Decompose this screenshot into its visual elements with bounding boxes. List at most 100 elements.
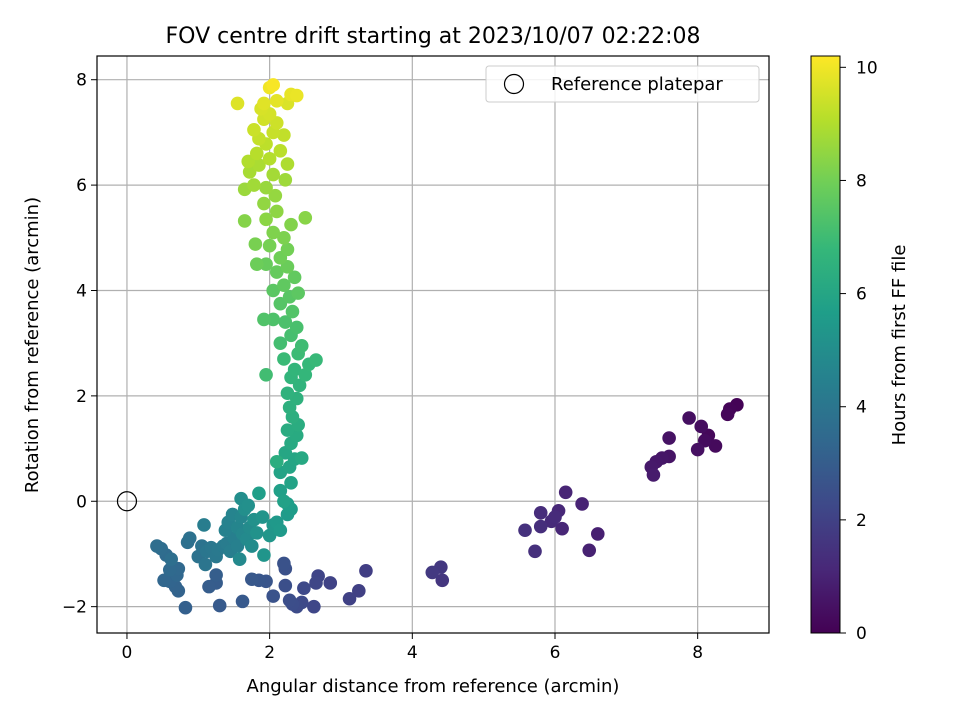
data-point bbox=[359, 564, 373, 578]
data-point bbox=[262, 528, 277, 543]
data-point bbox=[575, 497, 589, 511]
data-point bbox=[291, 286, 305, 300]
data-point bbox=[230, 96, 245, 111]
y-tick-label: 8 bbox=[76, 71, 87, 91]
data-point bbox=[289, 320, 304, 335]
plot-frame bbox=[96, 55, 770, 634]
data-point bbox=[182, 531, 197, 545]
data-point bbox=[269, 93, 284, 108]
data-point bbox=[277, 352, 291, 366]
data-point bbox=[533, 519, 548, 534]
data-point bbox=[242, 165, 257, 179]
data-point bbox=[249, 257, 264, 271]
x-axis-label: Angular distance from reference (arcmin) bbox=[247, 676, 620, 697]
colorbar-gradient bbox=[810, 55, 841, 634]
data-point bbox=[257, 96, 271, 111]
y-tick-label: −2 bbox=[62, 598, 87, 618]
legend-box bbox=[485, 65, 760, 103]
x-tick-label: 2 bbox=[264, 643, 275, 663]
data-point bbox=[230, 539, 245, 553]
colorbar: 0 2 4 6 8 10 Hours from first FF file bbox=[810, 55, 910, 644]
data-point bbox=[646, 468, 661, 482]
data-point bbox=[582, 543, 597, 558]
data-point bbox=[259, 367, 273, 382]
colorbar-tick-label: 8 bbox=[856, 171, 867, 191]
data-point bbox=[252, 486, 266, 501]
data-point bbox=[528, 544, 542, 559]
data-point bbox=[257, 548, 271, 562]
data-point bbox=[266, 167, 281, 182]
y-tick-label: 4 bbox=[76, 281, 87, 301]
data-point bbox=[249, 526, 264, 540]
reference-platepar-marker bbox=[116, 491, 138, 512]
data-point bbox=[294, 451, 309, 465]
data-point bbox=[298, 367, 313, 382]
data-point bbox=[273, 523, 288, 538]
x-tick-label: 6 bbox=[550, 643, 561, 663]
data-point bbox=[212, 598, 227, 613]
data-point bbox=[298, 210, 313, 225]
data-point bbox=[294, 339, 309, 353]
data-point bbox=[682, 411, 696, 425]
data-point bbox=[280, 386, 295, 401]
data-point bbox=[287, 270, 302, 285]
data-point bbox=[548, 510, 562, 524]
data-point bbox=[269, 204, 284, 219]
data-point bbox=[287, 362, 302, 377]
data-point bbox=[280, 242, 295, 257]
data-point bbox=[247, 178, 261, 192]
data-point bbox=[278, 578, 293, 593]
data-point bbox=[694, 419, 709, 434]
data-point bbox=[197, 518, 211, 532]
data-point bbox=[245, 572, 259, 587]
data-point bbox=[284, 476, 298, 490]
legend: Reference platepar bbox=[485, 65, 760, 103]
data-point bbox=[690, 442, 705, 457]
data-point bbox=[278, 173, 293, 187]
data-point bbox=[150, 539, 164, 553]
data-point bbox=[277, 556, 291, 571]
x-tick-label: 8 bbox=[692, 643, 703, 663]
data-point bbox=[162, 562, 177, 577]
data-point bbox=[237, 214, 252, 228]
x-axis-ticks: 0 2 4 6 8 bbox=[122, 633, 703, 663]
data-point bbox=[178, 600, 193, 615]
data-point bbox=[241, 154, 256, 169]
data-point bbox=[277, 278, 291, 293]
x-tick-label: 0 bbox=[122, 643, 133, 663]
data-point bbox=[266, 225, 281, 240]
data-point bbox=[278, 315, 293, 329]
reference-platepar-point bbox=[116, 491, 138, 512]
colorbar-tick-label: 10 bbox=[856, 58, 878, 78]
data-point bbox=[280, 423, 295, 437]
colorbar-tick-label: 6 bbox=[856, 285, 867, 305]
y-tick-label: 2 bbox=[76, 387, 87, 407]
data-point bbox=[292, 378, 307, 393]
data-point bbox=[241, 498, 256, 513]
data-point bbox=[289, 88, 304, 103]
data-point bbox=[245, 539, 259, 553]
data-point bbox=[252, 158, 266, 172]
colorbar-tick-label: 4 bbox=[856, 398, 867, 418]
data-point bbox=[235, 594, 250, 609]
colorbar-ticks: 0 2 4 6 8 10 bbox=[840, 58, 878, 644]
data-point bbox=[280, 157, 295, 171]
y-axis-label: Rotation from reference (arcmin) bbox=[22, 197, 43, 493]
data-point bbox=[352, 584, 366, 598]
data-point bbox=[273, 144, 288, 158]
data-point bbox=[266, 283, 281, 298]
data-point bbox=[277, 128, 291, 142]
data-point bbox=[259, 180, 273, 195]
data-point bbox=[435, 573, 450, 588]
data-point bbox=[164, 552, 178, 567]
data-point bbox=[209, 568, 223, 582]
y-axis-ticks: −2 0 2 4 6 8 bbox=[62, 71, 97, 618]
data-point bbox=[555, 521, 569, 536]
data-point bbox=[282, 593, 297, 608]
data-point bbox=[285, 304, 300, 319]
data-point bbox=[590, 527, 605, 541]
x-tick-label: 4 bbox=[407, 643, 418, 663]
data-point bbox=[558, 485, 573, 500]
data-point bbox=[247, 122, 261, 137]
data-point bbox=[198, 557, 213, 572]
